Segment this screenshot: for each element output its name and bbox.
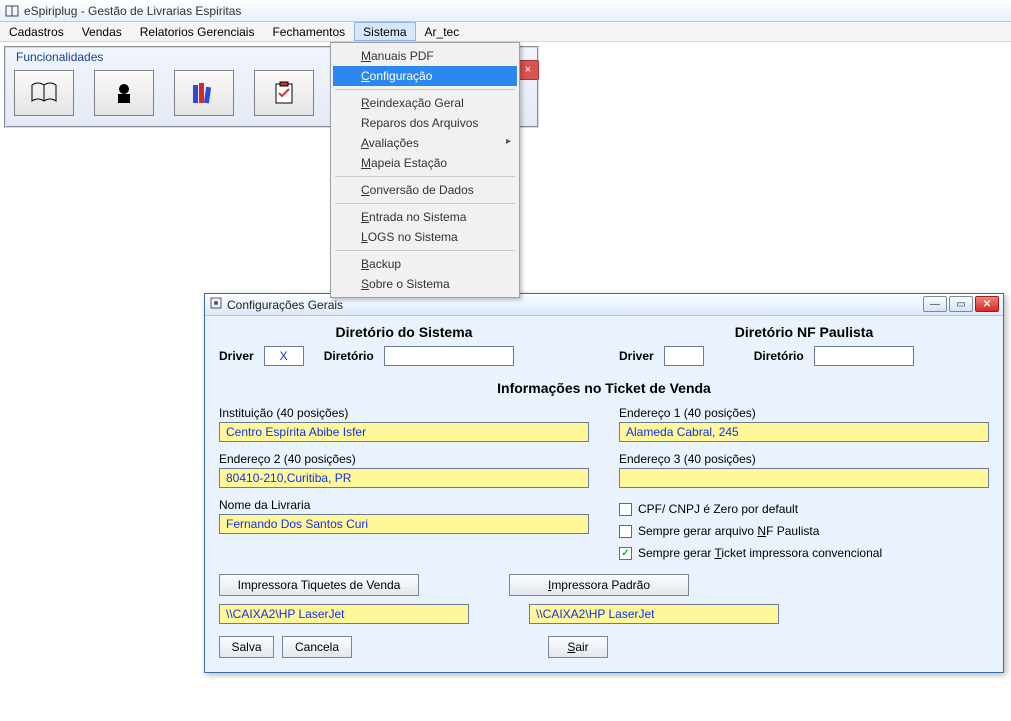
menu-item-logs-no-sistema[interactable]: LOGS no Sistema [333,227,517,247]
menu-item-sobre-o-sistema[interactable]: Sobre o Sistema [333,274,517,294]
menu-item-mapeia-esta-o[interactable]: Mapeia Estação [333,153,517,173]
btn-salva[interactable]: Salva [219,636,274,658]
nome-livraria-label: Nome da Livraria [219,498,589,512]
menu-separator [335,176,515,177]
checkbox-icon [619,525,632,538]
chk-ticket-impressora[interactable]: ✓ Sempre gerar Ticket impressora convenc… [619,546,989,560]
books-stack-icon [190,81,218,105]
menu-separator [335,250,515,251]
chk-cpf-zero[interactable]: CPF/ CNPJ é Zero por default [619,502,989,516]
menu-item-reparos-dos-arquivos[interactable]: Reparos dos Arquivos [333,113,517,133]
end3-input[interactable] [619,468,989,488]
menu-cadastros[interactable]: Cadastros [0,22,73,41]
menu-item-entrada-no-sistema[interactable]: Entrada no Sistema [333,207,517,227]
chk-nf-label: Sempre gerar arquivo NF Paulista [638,524,819,538]
menu-separator [335,89,515,90]
menu-artec[interactable]: Ar_tec [416,22,469,41]
btn-cancela[interactable]: Cancela [282,636,352,658]
clipboard-icon [272,81,296,105]
diretorio-label-1: Diretório [324,349,374,363]
printer2-input[interactable] [529,604,779,624]
driver-input-1[interactable] [264,346,304,366]
checkbox-icon [619,503,632,516]
menu-fechamentos[interactable]: Fechamentos [263,22,354,41]
app-icon [4,3,20,19]
diretorio-label-2: Diretório [754,349,804,363]
section-sistema-title: Diretório do Sistema [219,324,589,340]
btn-impressora-padrao[interactable]: Impressora Padrão [509,574,689,596]
toolbar-btn-person[interactable] [94,70,154,116]
menu-item-avalia-es[interactable]: Avaliações [333,133,517,153]
menu-item-manuais-pdf[interactable]: Manuais PDF [333,46,517,66]
end2-label: Endereço 2 (40 posições) [219,452,589,466]
menu-separator [335,203,515,204]
person-icon [112,81,136,105]
btn-impressora-tiquetes[interactable]: Impressora Tiquetes de Venda [219,574,419,596]
dialog-icon [209,296,223,313]
menu-sistema[interactable]: Sistema [354,22,415,41]
config-dialog: Configurações Gerais — ▭ ✕ Diretório do … [204,293,1004,673]
end3-label: Endereço 3 (40 posições) [619,452,989,466]
ticket-heading: Informações no Ticket de Venda [219,380,989,396]
checkbox-icon: ✓ [619,547,632,560]
dialog-titlebar: Configurações Gerais — ▭ ✕ [205,294,1003,316]
funcionalidades-close[interactable]: × [517,60,539,80]
driver-label-2: Driver [619,349,654,363]
menu-item-backup[interactable]: Backup [333,254,517,274]
toolbar-btn-books[interactable] [174,70,234,116]
menubar: Cadastros Vendas Relatorios Gerenciais F… [0,22,1011,42]
menu-item-reindexa-o-geral[interactable]: Reindexação Geral [333,93,517,113]
menu-item-configura-o[interactable]: Configuração [333,66,517,86]
chk-ticket-label: Sempre gerar Ticket impressora convencio… [638,546,882,560]
end2-input[interactable] [219,468,589,488]
book-icon [30,81,58,105]
close-button: ✕ [975,296,999,312]
main-title: eSpiriplug - Gestão de Livrarias Espirit… [24,4,241,18]
menu-vendas[interactable]: Vendas [73,22,131,41]
section-nf-title: Diretório NF Paulista [619,324,989,340]
printer1-input[interactable] [219,604,469,624]
sistema-dropdown: Manuais PDFConfiguração Reindexação Geral… [330,42,520,298]
menu-relatorios[interactable]: Relatorios Gerenciais [131,22,264,41]
driver-input-2[interactable] [664,346,704,366]
nome-livraria-input[interactable] [219,514,589,534]
end1-label: Endereço 1 (40 posições) [619,406,989,420]
chk-cpf-zero-label: CPF/ CNPJ é Zero por default [638,502,798,516]
minimize-button[interactable]: — [923,296,947,312]
dialog-body: Diretório do Sistema Diretório NF Paulis… [205,316,1003,672]
menu-item-convers-o-de-dados[interactable]: Conversão de Dados [333,180,517,200]
driver-label-1: Driver [219,349,254,363]
funcionalidades-legend: Funcionalidades [14,50,105,64]
toolbar-btn-clipboard[interactable] [254,70,314,116]
instituicao-label: Instituição (40 posições) [219,406,589,420]
instituicao-input[interactable] [219,422,589,442]
end1-input[interactable] [619,422,989,442]
chk-nf-paulista[interactable]: Sempre gerar arquivo NF Paulista [619,524,989,538]
diretorio-input-1[interactable] [384,346,514,366]
btn-sair[interactable]: Sair [548,636,608,658]
toolbar-btn-book[interactable] [14,70,74,116]
dialog-title: Configurações Gerais [227,298,343,312]
diretorio-input-2[interactable] [814,346,914,366]
main-titlebar: eSpiriplug - Gestão de Livrarias Espirit… [0,0,1011,22]
window-buttons: — ▭ ✕ [923,296,999,312]
maximize-button[interactable]: ▭ [949,296,973,312]
